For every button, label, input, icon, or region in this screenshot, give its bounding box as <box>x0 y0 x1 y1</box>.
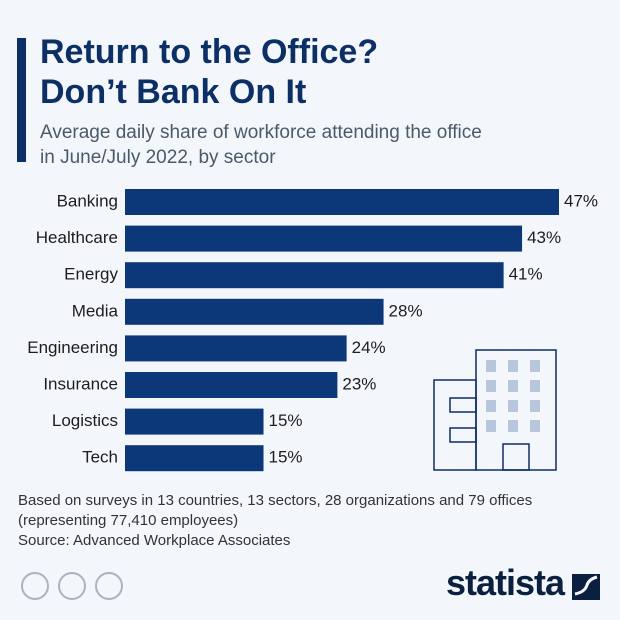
brand-mark-wave <box>574 575 598 596</box>
bar <box>125 335 347 362</box>
icon-shape <box>449 427 477 443</box>
footnote: Based on surveys in 13 countries, 13 sec… <box>18 492 533 529</box>
icon-shape <box>433 379 477 471</box>
value-label: 28% <box>389 301 423 320</box>
bar <box>125 408 264 435</box>
value-label: 43% <box>527 228 561 247</box>
value-label: 15% <box>269 448 303 467</box>
icon-shape <box>502 443 530 471</box>
brand-logo: statista <box>446 562 565 603</box>
chart-subtitle: Average daily share of workforce attendi… <box>40 122 482 168</box>
category-label: Energy <box>64 265 118 284</box>
category-label: Banking <box>57 191 118 210</box>
value-label: 15% <box>269 411 303 430</box>
category-label: Logistics <box>52 411 118 430</box>
bar <box>125 225 523 252</box>
category-label: Engineering <box>27 338 118 357</box>
building-icon <box>433 349 557 471</box>
bar <box>125 298 384 325</box>
source: Source: Advanced Workplace Associates <box>18 532 291 549</box>
bar <box>125 262 504 289</box>
value-label: 47% <box>564 191 598 210</box>
license-icons <box>21 572 123 600</box>
icon-shape <box>449 397 477 413</box>
category-label: Tech <box>82 448 118 467</box>
value-label: 24% <box>352 338 386 357</box>
value-label: 41% <box>509 265 543 284</box>
title-accent <box>17 38 26 162</box>
bar <box>125 445 264 472</box>
category-label: Healthcare <box>36 228 118 247</box>
chart-title: Return to the Office? Don’t Bank On It <box>40 33 379 111</box>
category-label: Insurance <box>43 374 118 393</box>
category-label: Media <box>72 301 119 320</box>
icon-windows <box>486 360 540 432</box>
bar <box>125 372 338 398</box>
value-label: 23% <box>342 374 376 393</box>
bar <box>125 189 559 215</box>
